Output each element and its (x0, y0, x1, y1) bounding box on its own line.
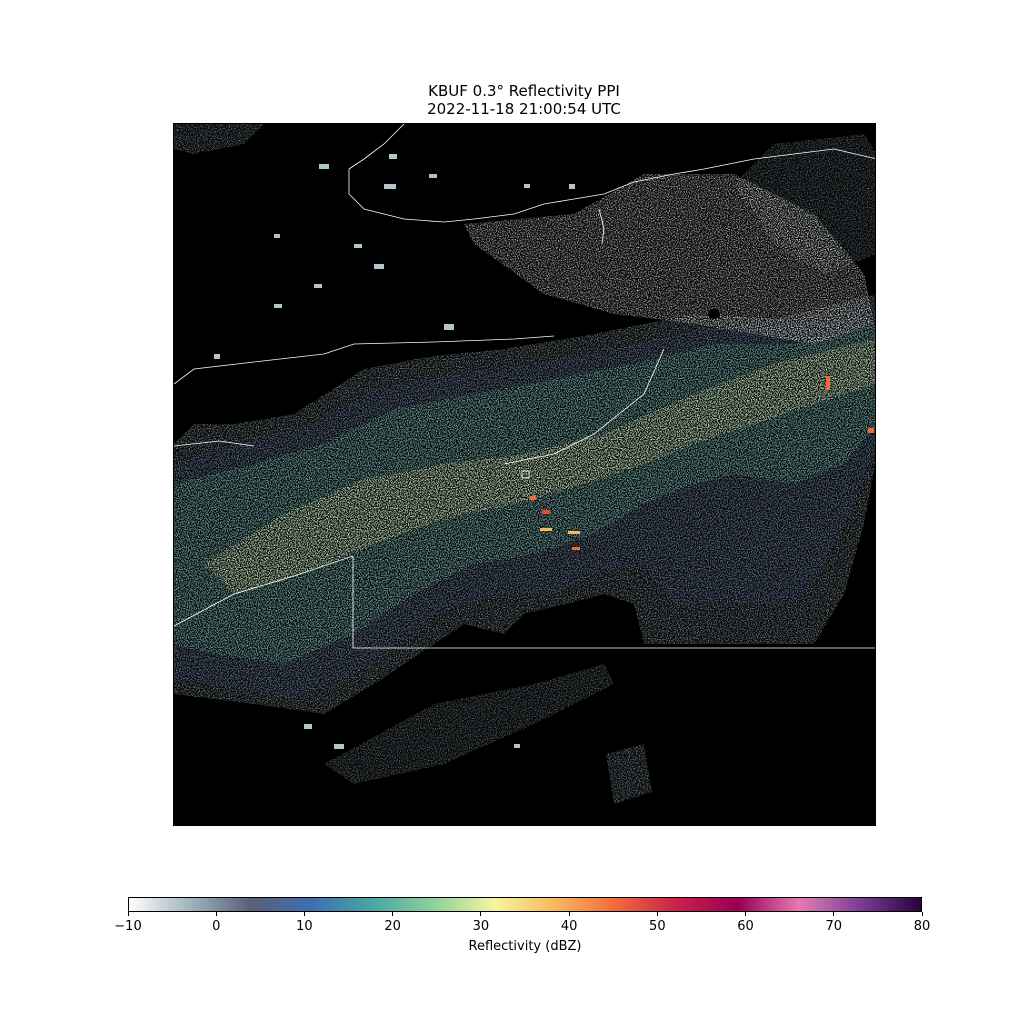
echo-core-yellow (204, 339, 875, 594)
figure-title-line2: 2022-11-18 21:00:54 UTC (427, 100, 621, 118)
colorbar-tick-label: 50 (649, 919, 666, 934)
colorbar-tick-mark (215, 912, 217, 916)
colorbar-tick-label: 20 (384, 919, 401, 934)
boundary-canada-us (174, 440, 255, 447)
scattered-echoes (214, 154, 575, 749)
boundary-ny-pa (352, 556, 875, 649)
echo-northeast-fringe (734, 134, 875, 274)
colorbar-tick-mark (833, 912, 835, 916)
colorbar-label: Reflectivity (dBZ) (468, 939, 582, 954)
colorbar-tick-mark (656, 912, 658, 916)
ground-clutter (464, 174, 874, 344)
colorbar-tick-label: 30 (472, 919, 490, 934)
radar-map-canvas (174, 124, 875, 825)
echo-south-streaks (324, 664, 614, 784)
boundary-small-county (521, 470, 530, 479)
colorbar-tick-label: 10 (296, 919, 313, 934)
colorbar-tick-label: 60 (737, 919, 754, 934)
colorbar-tick-label: 0 (212, 919, 221, 934)
colorbar-tick-label: 80 (913, 919, 931, 934)
colorbar-ticks: −10 0 10 20 30 40 50 60 70 80 (114, 912, 930, 942)
echo-high-layer (204, 339, 875, 594)
colorbar-tick-mark (480, 912, 482, 916)
colorbar-tick-mark (127, 912, 129, 916)
echo-northwest-corner (174, 124, 264, 154)
ground-clutter-layer (464, 174, 874, 344)
colorbar-tick-label: 40 (560, 919, 578, 934)
boundary-river (503, 348, 665, 465)
colorbar-tick-mark (392, 912, 394, 916)
radar-site-marker (708, 309, 720, 319)
boundary-lake-erie-shore (174, 335, 555, 385)
radar-map[interactable] (173, 123, 876, 826)
colorbar-gradient (128, 897, 922, 912)
colorbar-tick-mark (921, 912, 923, 916)
boundary-lake-ontario-shore (348, 124, 875, 223)
boundary-niagara (598, 208, 605, 245)
colorbar-tick-mark (745, 912, 747, 916)
boundary-pa-west (174, 555, 354, 627)
figure-title-line1: KBUF 0.3° Reflectivity PPI (428, 82, 620, 100)
colorbar-tick-mark (568, 912, 570, 916)
colorbar-tick-mark (303, 912, 305, 916)
echo-blob-south (606, 744, 652, 804)
boundary-lines (174, 124, 875, 649)
high-reflectivity-spots (530, 376, 874, 550)
colorbar-tick-label: −10 (114, 919, 142, 934)
colorbar-tick-label: 70 (825, 919, 843, 934)
